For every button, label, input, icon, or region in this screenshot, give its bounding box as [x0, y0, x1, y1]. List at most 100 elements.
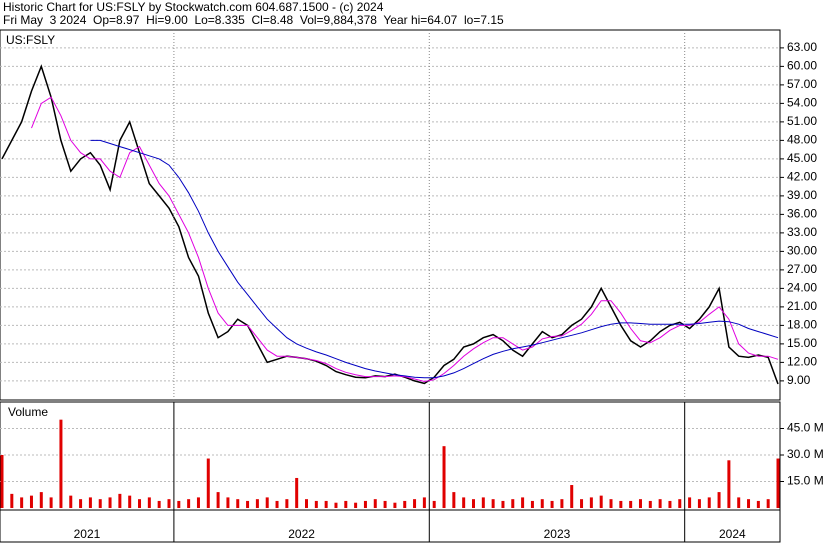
volume-bar	[39, 492, 43, 508]
volume-bar	[216, 492, 220, 508]
y-tick-label: 24.00	[787, 281, 817, 295]
header-quote: Fri May 3 2024 Op=8.97 Hi=9.00 Lo=8.335 …	[3, 13, 504, 27]
y-tick-label: 30.00	[787, 244, 817, 258]
header-title: Historic Chart for US:FSLY by Stockwatch…	[3, 0, 384, 14]
volume-bar	[658, 499, 662, 508]
volume-bar	[491, 499, 495, 508]
x-tick-label: 2022	[288, 527, 315, 541]
volume-bar	[747, 499, 751, 508]
volume-bar	[79, 499, 83, 508]
volume-bar	[393, 502, 397, 508]
volume-bar	[275, 500, 279, 508]
volume-bar	[452, 492, 456, 508]
y-tick-label: 9.00	[787, 373, 811, 387]
y-tick-label: 45.0 M	[787, 421, 824, 435]
price-line	[90, 139, 779, 379]
x-tick-label: 2023	[544, 527, 571, 541]
price-panel	[0, 29, 781, 401]
x-axis-strip	[0, 509, 781, 543]
volume-bar	[776, 458, 780, 508]
volume-bar	[295, 477, 299, 508]
volume-bar	[108, 497, 112, 508]
y-tick-label: 15.0 M	[787, 474, 824, 488]
volume-bar	[609, 499, 613, 508]
volume-bar	[756, 500, 760, 508]
volume-bar	[334, 502, 338, 508]
y-tick-label: 63.00	[787, 40, 817, 54]
y-tick-label: 33.00	[787, 225, 817, 239]
y-tick-label: 54.00	[787, 96, 817, 110]
volume-bar	[403, 500, 407, 508]
volume-bar	[688, 497, 692, 508]
volume-bar	[413, 499, 417, 508]
volume-bar	[187, 499, 191, 508]
volume-bar	[324, 500, 328, 508]
volume-bar	[285, 499, 289, 508]
volume-bar	[560, 499, 564, 508]
volume-bar	[49, 497, 53, 508]
volume-bar	[432, 500, 436, 508]
volume-bar	[648, 500, 652, 508]
volume-bar	[580, 499, 584, 508]
volume-bar	[10, 493, 14, 508]
volume-bar	[442, 446, 446, 508]
volume-bar	[629, 500, 633, 508]
volume-bar	[0, 455, 4, 508]
x-tick-label: 2024	[719, 527, 746, 541]
y-tick-label: 36.00	[787, 207, 817, 221]
volume-bar	[69, 495, 73, 508]
volume-bar	[118, 493, 122, 508]
volume-bar	[766, 499, 770, 508]
volume-bar	[619, 500, 623, 508]
volume-bar	[462, 497, 466, 508]
volume-bar	[530, 500, 534, 508]
y-tick-label: 51.00	[787, 114, 817, 128]
volume-bar	[344, 500, 348, 508]
y-tick-label: 39.00	[787, 188, 817, 202]
volume-bar	[305, 499, 309, 508]
volume-bar	[196, 497, 200, 508]
volume-bar	[138, 499, 142, 508]
volume-bar	[373, 499, 377, 508]
volume-bar	[638, 499, 642, 508]
volume-bar	[668, 500, 672, 508]
volume-bar	[501, 500, 505, 508]
y-tick-label: 21.00	[787, 299, 817, 313]
volume-bar	[147, 497, 151, 508]
x-tick-label: 2021	[74, 527, 101, 541]
volume-bar	[570, 485, 574, 508]
volume-bar	[363, 500, 367, 508]
y-tick-label: 42.00	[787, 170, 817, 184]
volume-bar	[88, 497, 92, 508]
volume-bar	[236, 499, 240, 508]
volume-bar	[265, 497, 269, 508]
volume-bar	[59, 419, 63, 508]
volume-bar	[177, 500, 181, 508]
volume-bar	[98, 499, 102, 508]
volume-bar	[422, 497, 426, 508]
y-tick-label: 15.00	[787, 336, 817, 350]
y-tick-label: 30.0 M	[787, 447, 824, 461]
volume-bar	[206, 458, 210, 508]
y-tick-label: 12.00	[787, 355, 817, 369]
y-tick-label: 45.00	[787, 151, 817, 165]
volume-bar	[314, 500, 318, 508]
volume-bar	[128, 495, 132, 508]
volume-bar	[589, 497, 593, 508]
volume-bar	[599, 495, 603, 508]
volume-bar	[226, 497, 230, 508]
volume-label: Volume	[8, 405, 48, 419]
volume-bar	[727, 460, 731, 508]
volume-bar	[737, 497, 741, 508]
volume-bar	[481, 497, 485, 508]
y-tick-label: 60.00	[787, 59, 817, 73]
volume-bar	[678, 499, 682, 508]
volume-bar	[246, 500, 250, 508]
price-line	[1, 64, 779, 385]
volume-bar	[167, 499, 171, 508]
volume-panel	[0, 401, 781, 511]
volume-bar	[717, 492, 721, 508]
volume-bar	[354, 502, 358, 508]
price-line	[31, 96, 779, 383]
